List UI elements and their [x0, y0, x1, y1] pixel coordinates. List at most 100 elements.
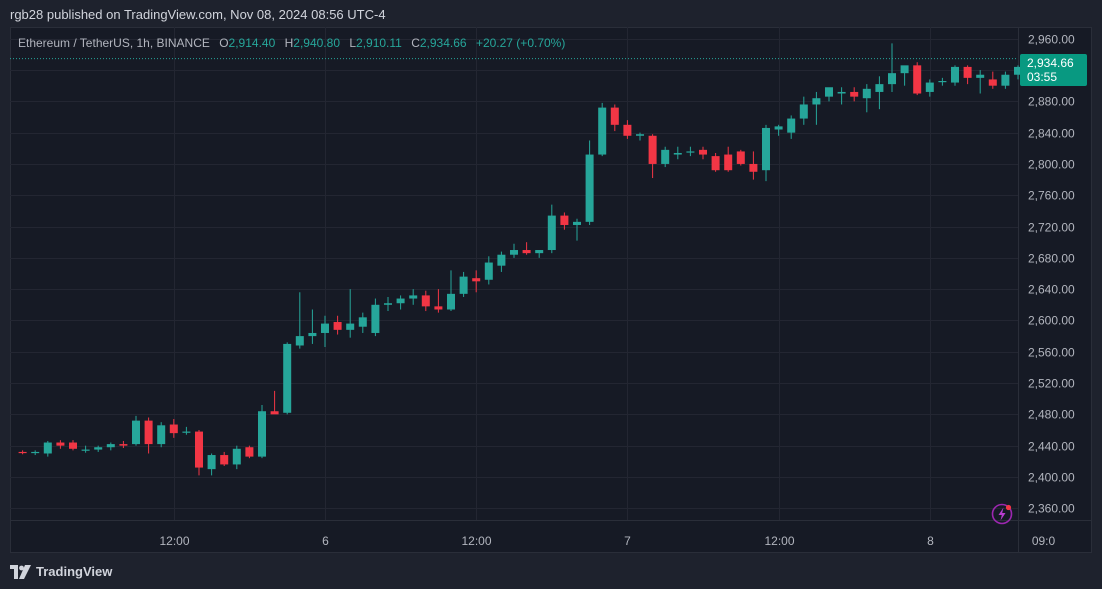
- candlestick-chart[interactable]: 2,960.002,920.002,880.002,840.002,800.00…: [10, 27, 1092, 553]
- candle-down: [333, 322, 342, 330]
- candle-down: [724, 154, 733, 171]
- candle-down: [610, 107, 619, 125]
- candle-up: [346, 323, 355, 330]
- y-tick-label: 2,520.00: [1028, 377, 1075, 391]
- x-tick-label: 09:0: [1032, 534, 1056, 548]
- y-tick-label: 2,600.00: [1028, 314, 1075, 328]
- candle-down: [963, 66, 972, 78]
- candle-up: [484, 262, 493, 280]
- candle-up: [295, 336, 304, 346]
- candle-down: [119, 444, 128, 446]
- candle-up: [258, 411, 266, 457]
- candle-up: [447, 293, 455, 310]
- candle-down: [623, 124, 632, 136]
- x-tick-label: 6: [322, 534, 329, 548]
- candle-up: [573, 221, 581, 225]
- footer-brand[interactable]: TradingView: [10, 564, 112, 579]
- lightning-icon[interactable]: [991, 503, 1013, 525]
- candle-up: [812, 98, 821, 105]
- candle-down: [522, 250, 531, 254]
- x-tick-label: 8: [927, 534, 934, 548]
- candle-up: [837, 91, 846, 94]
- candle-up: [1014, 66, 1022, 75]
- candle-up: [409, 295, 418, 299]
- candle-up: [232, 448, 241, 465]
- candle-up: [673, 152, 682, 155]
- tradingview-logo-icon: [10, 564, 31, 579]
- candle-up: [547, 215, 556, 251]
- x-tick-label: 12:00: [461, 534, 491, 548]
- candle-up: [510, 250, 518, 255]
- candle-up: [384, 303, 392, 305]
- candle-down: [850, 91, 859, 97]
- candle-up: [774, 126, 783, 130]
- candle-up: [94, 447, 103, 450]
- candle-up: [497, 254, 506, 266]
- candle-up: [535, 250, 544, 254]
- x-tick-label: 12:00: [764, 534, 794, 548]
- last-price-value: 2,934.66: [1027, 56, 1074, 70]
- y-tick-label: 2,560.00: [1028, 346, 1075, 360]
- candle-down: [245, 447, 254, 457]
- candle-down: [472, 278, 481, 282]
- candle-down: [749, 163, 758, 172]
- candle-down: [18, 451, 27, 454]
- candle-down: [69, 442, 77, 449]
- y-tick-label: 2,360.00: [1028, 502, 1075, 516]
- legend-open-value: 2,914.40: [228, 36, 276, 50]
- candle-up: [825, 87, 833, 97]
- legend-symbol: Ethereum / TetherUS, 1h, BINANCE: [18, 36, 210, 50]
- candle-up: [762, 127, 770, 171]
- y-tick-label: 2,840.00: [1028, 127, 1075, 141]
- candle-down: [220, 455, 229, 465]
- candle-up: [951, 66, 959, 83]
- y-tick-label: 2,440.00: [1028, 440, 1075, 454]
- candle-up: [661, 149, 670, 164]
- legend-low-label: L: [349, 36, 357, 50]
- legend-close-label: C: [411, 36, 420, 50]
- candle-up: [938, 80, 947, 83]
- candle-up: [371, 304, 380, 333]
- candle-up: [925, 82, 934, 92]
- candle-up: [976, 74, 985, 78]
- bar-countdown: 03:55: [1027, 70, 1058, 84]
- candle-down: [736, 151, 745, 164]
- candle-up: [308, 332, 317, 337]
- y-tick-label: 2,720.00: [1028, 221, 1075, 235]
- candle-down: [648, 135, 657, 164]
- last-price-tag: 2,934.66 03:55: [1020, 54, 1087, 86]
- candle-down: [434, 306, 443, 310]
- candle-up: [106, 444, 115, 448]
- legend-high-label: H: [284, 36, 294, 50]
- candle-up: [358, 317, 367, 327]
- legend-low-value: 2,910.11: [356, 36, 402, 50]
- ohlc-legend: Ethereum / TetherUS, 1h, BINANCE O2,914.…: [18, 36, 565, 50]
- candle-up: [81, 449, 90, 451]
- candle-down: [56, 442, 65, 446]
- candle-up: [598, 107, 607, 155]
- candle-up: [182, 431, 191, 433]
- y-tick-label: 2,400.00: [1028, 471, 1075, 485]
- x-tick-label: 12:00: [159, 534, 189, 548]
- y-tick-label: 2,760.00: [1028, 189, 1075, 203]
- legend-open-label: O: [219, 36, 229, 50]
- candle-up: [636, 134, 644, 136]
- candle-up: [396, 298, 405, 304]
- candle-up: [787, 118, 796, 133]
- y-tick-label: 2,680.00: [1028, 252, 1075, 266]
- y-tick-label: 2,480.00: [1028, 408, 1075, 422]
- candle-up: [686, 151, 695, 153]
- candle-up: [157, 425, 166, 445]
- legend-high-value: 2,940.80: [293, 36, 340, 50]
- y-tick-label: 2,880.00: [1028, 95, 1075, 109]
- candle-down: [988, 79, 997, 86]
- published-line: rgb28 published on TradingView.com, Nov …: [10, 7, 386, 22]
- y-tick-label: 2,800.00: [1028, 158, 1075, 172]
- x-tick-label: 7: [624, 534, 631, 548]
- candle-down: [144, 420, 153, 445]
- candle-up: [900, 65, 909, 74]
- candle-down: [711, 156, 720, 171]
- candle-down: [699, 149, 707, 155]
- candle-up: [283, 343, 292, 413]
- candle-up: [459, 276, 468, 294]
